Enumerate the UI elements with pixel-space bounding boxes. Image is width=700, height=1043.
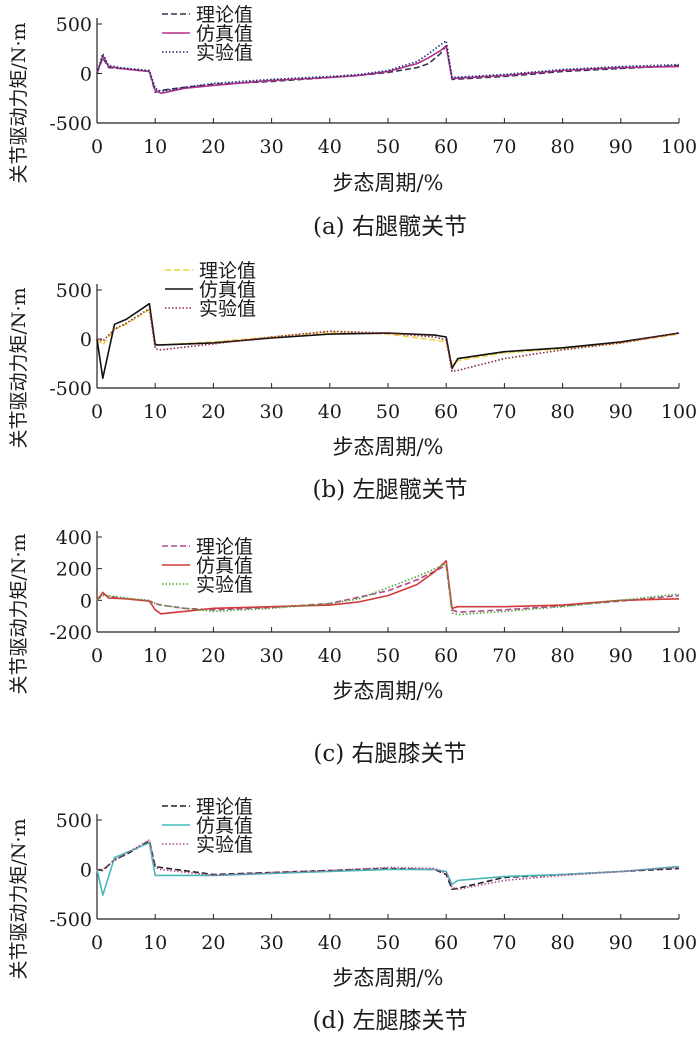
- x-tick-label: 80: [551, 136, 575, 158]
- x-tick-label: 20: [201, 932, 225, 954]
- x-tick-label: 60: [434, 932, 458, 954]
- x-tick-label: 100: [661, 401, 697, 423]
- series-line-1: [96, 559, 680, 615]
- series-line-2: [96, 563, 680, 616]
- legend-label: 仿真值: [196, 555, 253, 577]
- y-tick-label: 0: [80, 329, 92, 351]
- legend-label: 理论值: [196, 4, 253, 26]
- chart-panel-3: 0 10 20 30 40 50 60 70 80 90 100-5000500理论值仿真值实验值步…: [8, 796, 697, 1034]
- series-line-0: [96, 308, 680, 366]
- series-line-0: [96, 839, 680, 891]
- legend-label: 仿真值: [199, 279, 256, 301]
- legend-label: 理论值: [196, 536, 253, 558]
- x-tick-label: 90: [609, 136, 633, 158]
- x-tick-label: 20: [201, 645, 225, 667]
- x-tick-label: 80: [551, 932, 575, 954]
- x-tick-label: 20: [201, 401, 225, 423]
- y-tick-label: 200: [56, 559, 92, 581]
- y-tick-label: 0: [80, 590, 92, 612]
- y-tick-label: 400: [56, 527, 92, 549]
- x-tick-label: 70: [492, 136, 516, 158]
- x-tick-label: 0: [91, 645, 103, 667]
- chart-caption: (a) 右腿髋关节: [313, 214, 467, 240]
- x-tick-label: 70: [492, 401, 516, 423]
- x-tick-label: 90: [609, 932, 633, 954]
- y-axis-label: 关节驱动力矩/N·m: [8, 533, 30, 694]
- x-tick-label: 50: [376, 645, 400, 667]
- y-tick-label: -500: [49, 113, 92, 135]
- y-tick-label: 0: [80, 860, 92, 882]
- x-tick-label: 10: [143, 645, 167, 667]
- legend-label: 理论值: [196, 796, 253, 818]
- y-tick-label: 500: [56, 810, 92, 832]
- y-axis-label: 关节驱动力矩/N·m: [8, 287, 30, 448]
- series-line-1: [96, 44, 680, 95]
- series-line-1: [96, 302, 680, 380]
- legend-label: 实验值: [196, 574, 253, 596]
- y-tick-label: 500: [56, 14, 92, 36]
- y-tick-label: -200: [49, 622, 92, 644]
- x-axis-label: 步态周期/%: [332, 966, 443, 990]
- x-tick-label: 10: [143, 401, 167, 423]
- series-line-2: [96, 39, 680, 93]
- chart-caption: (c) 右腿膝关节: [313, 741, 466, 767]
- x-tick-label: 0: [91, 136, 103, 158]
- x-tick-label: 30: [260, 645, 284, 667]
- x-tick-label: 10: [143, 136, 167, 158]
- legend-label: 实验值: [196, 42, 253, 64]
- chart-caption: (d) 左腿膝关节: [313, 1008, 468, 1034]
- x-tick-label: 60: [434, 401, 458, 423]
- y-tick-label: 0: [80, 64, 92, 86]
- x-tick-label: 60: [434, 645, 458, 667]
- x-axis-label: 步态周期/%: [332, 171, 443, 195]
- x-tick-label: 50: [376, 401, 400, 423]
- x-tick-label: 50: [376, 932, 400, 954]
- x-tick-label: 20: [201, 136, 225, 158]
- series-line-1: [96, 841, 680, 897]
- x-tick-label: 60: [434, 136, 458, 158]
- chart-panel-1: 0 10 20 30 40 50 60 70 80 90 100-5000500理论值仿真值实验值步…: [8, 260, 697, 503]
- x-tick-label: 40: [318, 645, 342, 667]
- y-tick-label: -500: [49, 909, 92, 931]
- series-line-2: [97, 838, 680, 891]
- x-tick-label: 70: [492, 932, 516, 954]
- legend-label: 理论值: [199, 260, 256, 282]
- x-tick-label: 50: [376, 136, 400, 158]
- x-tick-label: 40: [318, 401, 342, 423]
- x-axis-label: 步态周期/%: [332, 679, 443, 703]
- x-tick-label: 90: [609, 645, 633, 667]
- x-tick-label: 70: [492, 645, 516, 667]
- x-tick-label: 40: [318, 932, 342, 954]
- x-tick-label: 100: [661, 136, 697, 158]
- y-axis-label: 关节驱动力矩/N·m: [8, 22, 30, 183]
- series-line-2: [96, 307, 680, 373]
- x-tick-label: 80: [551, 645, 575, 667]
- chart-caption: (b) 左腿髋关节: [313, 477, 468, 503]
- y-tick-label: -500: [49, 378, 92, 400]
- x-tick-label: 30: [260, 932, 284, 954]
- series-line-0: [96, 564, 680, 614]
- legend-label: 实验值: [196, 834, 253, 856]
- x-tick-label: 80: [551, 401, 575, 423]
- y-axis-label: 关节驱动力矩/N·m: [8, 818, 30, 979]
- x-tick-label: 10: [143, 932, 167, 954]
- y-tick-label: 500: [56, 280, 92, 302]
- legend-label: 仿真值: [196, 23, 253, 45]
- x-tick-label: 100: [661, 645, 697, 667]
- x-tick-label: 30: [260, 401, 284, 423]
- x-tick-label: 90: [609, 401, 633, 423]
- x-tick-label: 0: [91, 932, 103, 954]
- x-tick-label: 30: [260, 136, 284, 158]
- x-tick-label: 40: [318, 136, 342, 158]
- x-tick-label: 100: [661, 932, 697, 954]
- x-tick-label: 0: [91, 401, 103, 423]
- x-axis-label: 步态周期/%: [332, 435, 443, 459]
- legend-label: 实验值: [199, 298, 256, 320]
- legend-label: 仿真值: [196, 815, 253, 837]
